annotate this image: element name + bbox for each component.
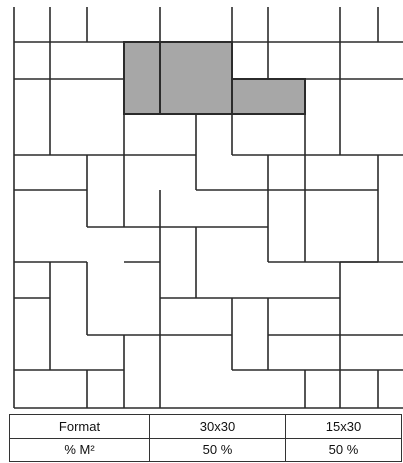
table-row: % M² 50 % 50 % — [9, 437, 402, 462]
table-row: Format 30x30 15x30 — [9, 414, 402, 439]
format-percentage-table: Format 30x30 15x30 % M² 50 % 50 % — [9, 414, 402, 462]
highlight-tile-30x30 — [159, 41, 233, 115]
highlight-tile-15x30-vertical — [123, 41, 161, 115]
grout-lines — [13, 7, 403, 409]
tile-pattern-diagram — [13, 7, 403, 409]
percent-15x30-cell: 50 % — [285, 437, 402, 462]
format-15x30-cell: 15x30 — [285, 414, 402, 439]
format-30x30-cell: 30x30 — [149, 414, 286, 439]
highlighted-tiles — [123, 41, 306, 115]
highlight-tile-15x30-horizontal — [231, 78, 306, 115]
percent-30x30-cell: 50 % — [149, 437, 286, 462]
percent-m2-header-cell: % M² — [9, 437, 150, 462]
format-header-cell: Format — [9, 414, 150, 439]
